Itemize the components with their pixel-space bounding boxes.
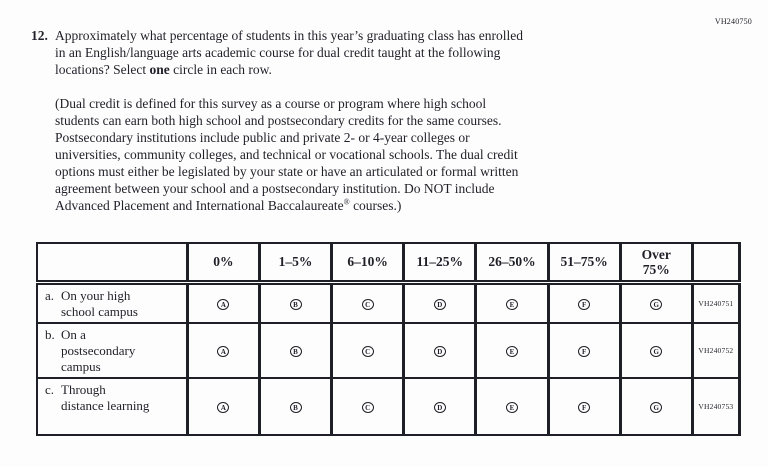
definition-line: universities, community colleges, and te… — [55, 147, 518, 162]
definition-line: Advanced Placement and International Bac… — [55, 197, 402, 213]
row-c-option-circle-c[interactable]: C — [361, 402, 374, 413]
row-a-option-circle-e[interactable]: E — [505, 299, 518, 310]
question-block: 12. Approximately what percentage of stu… — [31, 27, 523, 78]
question-line: Approximately what percentage of student… — [55, 28, 523, 43]
form-code: VH240750 — [714, 17, 752, 26]
row-a-option-circle-g[interactable]: G — [650, 299, 663, 310]
definition-line: (Dual credit is defined for this survey … — [55, 96, 487, 111]
row-c-option-circle-b[interactable]: B — [289, 402, 302, 413]
column-header-0pct: 0% — [185, 243, 260, 285]
row-a-option-circle-c[interactable]: C — [361, 299, 374, 310]
empty-corner-cell — [37, 243, 188, 285]
row-label-high-school-campus: a. On your high school campus — [45, 287, 138, 319]
row-b-option-circle-a[interactable]: A — [217, 346, 230, 357]
definition-line: options must either be legislated by you… — [55, 164, 519, 179]
column-header-51-75pct: 51–75% — [546, 243, 621, 285]
row-label-postsecondary-campus: b. On a postsecondary campus — [37, 321, 188, 378]
row-c-option-circle-e[interactable]: E — [505, 402, 518, 413]
question-line: in an English/language arts academic cou… — [55, 45, 501, 60]
definition-block: (Dual credit is defined for this survey … — [55, 95, 518, 214]
row-c-code: VH240753 — [690, 376, 740, 435]
row-b-option-circle-g[interactable]: G — [650, 346, 663, 357]
row-c-option-circle-g[interactable]: G — [650, 402, 663, 413]
row-b-option-circle-b[interactable]: B — [289, 346, 302, 357]
definition-text: (Dual credit is defined for this survey … — [55, 95, 518, 214]
row-b-code: VH240752 — [690, 321, 740, 378]
emphasis-one: one — [149, 62, 170, 77]
row-b-option-circle-c[interactable]: C — [361, 346, 374, 357]
question-number: 12. — [31, 28, 48, 43]
row-a-option-circle-f[interactable]: F — [578, 299, 591, 310]
column-header-26-50pct: 26–50% — [474, 243, 549, 285]
row-a-option-circle-a[interactable]: A — [217, 299, 230, 310]
table-row-c: c. Through distance learning A B C D E F … — [37, 376, 740, 435]
question-text: Approximately what percentage of student… — [55, 27, 523, 78]
table-row-b: b. On a postsecondary campus A B C D E F … — [37, 321, 740, 378]
definition-line: agreement between your school and a post… — [55, 181, 495, 196]
row-b-option-circle-f[interactable]: F — [578, 346, 591, 357]
row-a-option-circle-b[interactable]: B — [289, 299, 302, 310]
definition-line: students can earn both high school and p… — [55, 113, 502, 128]
row-c-option-circle-d[interactable]: D — [433, 402, 446, 413]
table-row-a: a. On your high school campus A B C D E F… — [37, 282, 740, 323]
row-a-option-circle-d[interactable]: D — [433, 299, 446, 310]
column-header-6-10pct: 6–10% — [330, 243, 404, 285]
row-c-option-circle-f[interactable]: F — [578, 402, 591, 413]
registered-trademark-symbol: ® — [343, 197, 350, 207]
column-header-over-75pct: Over 75% — [618, 243, 693, 285]
column-header-11-25pct: 11–25% — [402, 243, 476, 285]
row-c-option-circle-a[interactable]: A — [217, 402, 230, 413]
row-a-code: VH240751 — [690, 282, 740, 323]
dual-credit-answer-table: 0% 1–5% 6–10% 11–25% 26–50% 51–75% Over … — [36, 242, 741, 436]
empty-code-header-cell — [690, 243, 740, 285]
column-header-1-5pct: 1–5% — [257, 243, 332, 285]
row-b-option-circle-e[interactable]: E — [505, 346, 518, 357]
row-b-option-circle-d[interactable]: D — [433, 346, 446, 357]
definition-line: Postsecondary institutions include publi… — [55, 130, 470, 145]
table-header-row: 0% 1–5% 6–10% 11–25% 26–50% 51–75% Over … — [37, 243, 740, 285]
row-label-distance-learning: c. Through distance learning — [37, 376, 188, 435]
question-line: locations? Select one circle in each row… — [55, 62, 272, 77]
